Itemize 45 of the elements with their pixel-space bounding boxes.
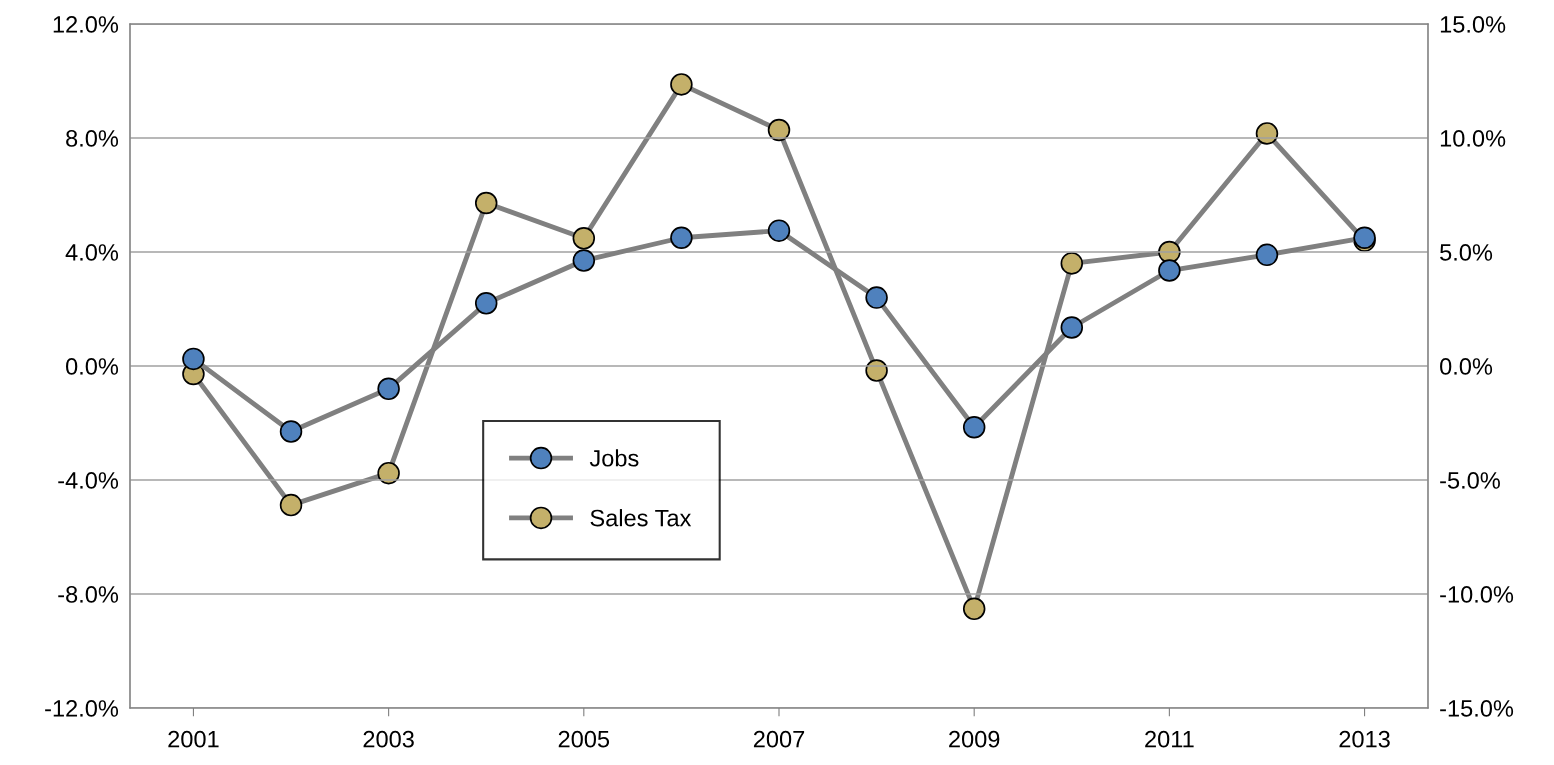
point <box>279 420 303 443</box>
x-tick-label: 2007 <box>753 730 805 748</box>
point <box>474 191 498 215</box>
point <box>572 249 596 272</box>
x-tick-label: 2005 <box>558 730 610 748</box>
legend-label: Jobs <box>589 449 639 467</box>
point <box>670 73 693 96</box>
x-tick-label: 2011 <box>1145 730 1194 748</box>
y-tick-label: 12.0% <box>53 16 119 33</box>
y-tick-label: -4.0% <box>58 472 119 489</box>
y2-tick-label: -15.0% <box>1440 700 1514 717</box>
point <box>865 286 888 309</box>
point <box>1158 259 1181 282</box>
point <box>962 597 986 621</box>
y-tick-label: 4.0% <box>65 244 119 261</box>
y2-tick-label: -5.0% <box>1440 472 1500 489</box>
y-tick-label: -8.0% <box>58 586 119 603</box>
legend-label: Sales Tax <box>590 509 692 527</box>
y-tick-label: 8.0% <box>66 130 119 147</box>
point <box>474 292 498 315</box>
point <box>1255 243 1279 267</box>
point <box>279 493 303 517</box>
y-tick-label: 0.0% <box>66 358 119 375</box>
y2-tick-label: 15.0% <box>1440 16 1506 33</box>
x-tick-label: 2009 <box>949 730 1000 748</box>
point <box>767 118 791 142</box>
point <box>1060 252 1084 275</box>
point <box>572 227 596 250</box>
point <box>1255 122 1279 145</box>
point <box>767 219 791 242</box>
y2-tick-label: 0.0% <box>1440 358 1493 375</box>
point <box>1060 316 1084 339</box>
point <box>962 416 986 439</box>
point <box>377 461 400 485</box>
point <box>182 347 205 371</box>
point <box>377 377 400 401</box>
y2-tick-label: -10.0% <box>1440 586 1514 603</box>
x-tick-label: 2013 <box>1339 730 1390 748</box>
y2-tick-label: 10.0% <box>1440 130 1506 147</box>
y-tick-label: -12.0% <box>45 700 119 717</box>
x-tick-label: 2003 <box>363 730 414 748</box>
y2-tick-label: 5.0% <box>1440 244 1493 261</box>
x-tick-label: 2001 <box>168 730 219 748</box>
point <box>670 226 693 250</box>
point <box>865 359 888 382</box>
